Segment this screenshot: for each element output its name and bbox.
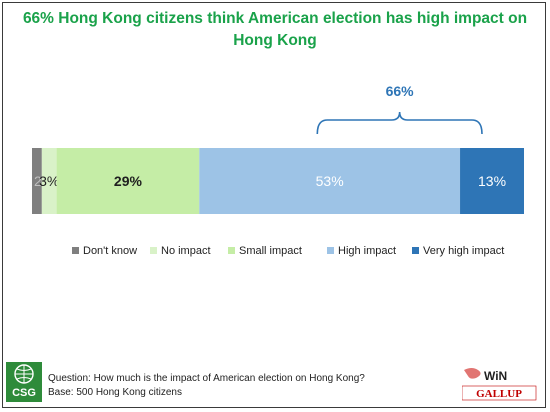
legend-label-2: Small impact [239,245,302,257]
csg-logo-text: CSG [12,387,36,399]
legend-swatch-1 [150,247,157,254]
legend-label-0: Don't know [83,245,137,257]
bracket-high-impact [316,111,483,135]
gallup-logo-text: GALLUP [476,388,522,400]
bar-segment-1 [41,148,57,214]
legend-swatch-4 [412,247,419,254]
bar-value-label-1: 3% [39,173,59,189]
bar-value-label-3: 53% [316,173,344,189]
bar-value-label-2: 29% [114,173,143,189]
legend-label-4: Very high impact [423,245,504,257]
bar-segment-0 [32,148,42,214]
win-logo-text: WiN [484,369,507,383]
chart-title: 66% Hong Kong citizens think American el… [22,10,528,49]
bar-segment-3 [199,148,461,214]
csg-logo: CSG [6,362,42,402]
bar-segment-4 [460,148,524,214]
bar-value-label-0: 2 [34,173,42,189]
footer-notes: Question: How much is the impact of Amer… [48,372,365,400]
footer-question: Question: How much is the impact of Amer… [48,373,365,384]
legend-swatch-2 [228,247,235,254]
legend-label-1: No impact [161,245,211,257]
legend-label-3: High impact [338,245,396,257]
legend-swatch-0 [72,247,79,254]
bar-segment-2 [56,148,200,214]
bracket-label: 66% [386,83,415,99]
win-gallup-logo: WiN GALLUP [462,368,537,401]
legend-swatch-3 [327,247,334,254]
bar-value-label-4: 13% [478,173,506,189]
footer-base: Base: 500 Hong Kong citizens [48,387,182,398]
